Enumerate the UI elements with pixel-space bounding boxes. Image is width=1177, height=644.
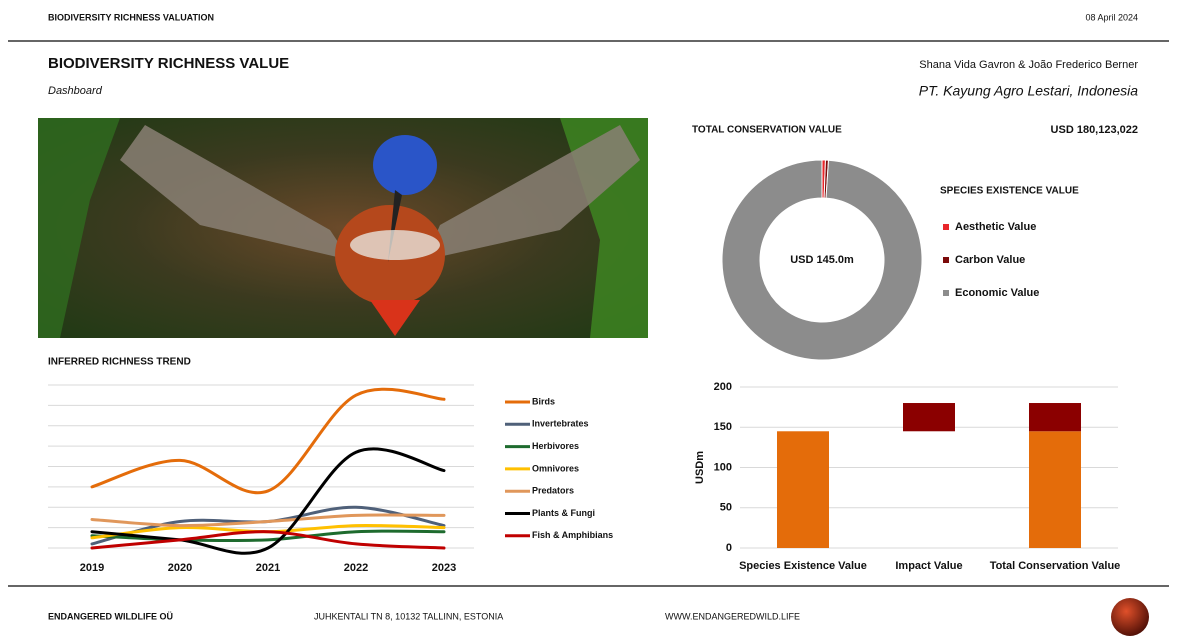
legend-label: Economic Value <box>955 287 1039 299</box>
bar <box>777 431 829 548</box>
x-tick-label: 2022 <box>344 562 368 574</box>
donut-title: SPECIES EXISTENCE VALUE <box>940 186 1079 197</box>
page-title: BIODIVERSITY RICHNESS VALUE <box>48 55 289 72</box>
company: PT. Kayung Agro Lestari, Indonesia <box>919 83 1138 99</box>
logo <box>1111 598 1149 636</box>
donut-slice <box>721 159 923 361</box>
legend-label: Carbon Value <box>955 254 1025 266</box>
x-tick-label: 2021 <box>256 562 280 574</box>
footer-company: ENDANGERED WILDLIFE OÜ <box>48 611 173 621</box>
footer-website: WWW.ENDANGEREDWILD.LIFE <box>665 611 800 621</box>
legend-label: Birds <box>532 396 555 406</box>
authors: Shana Vida Gavron & João Frederico Berne… <box>919 59 1138 71</box>
bar <box>1029 403 1081 432</box>
legend-swatch <box>943 224 949 230</box>
trend-line <box>90 529 446 543</box>
x-tick-label: 2019 <box>80 562 104 574</box>
y-tick-label: 200 <box>714 381 732 393</box>
x-tick-label: 2020 <box>168 562 192 574</box>
bar <box>1029 431 1081 548</box>
y-tick-label: 150 <box>714 421 732 433</box>
hero-image <box>38 118 648 338</box>
y-axis-label: USDm <box>694 451 706 484</box>
bar <box>903 403 955 432</box>
header-left: BIODIVERSITY RICHNESS VALUATION <box>48 12 214 22</box>
donut-center-label: USD 145.0m <box>790 254 854 266</box>
legend-label: Plants & Fungi <box>532 508 595 518</box>
footer-address: JUHKENTALI TN 8, 10132 TALLINN, ESTONIA <box>314 611 503 621</box>
header-date: 08 April 2024 <box>1085 12 1138 22</box>
total-value: USD 180,123,022 <box>1051 124 1138 136</box>
trend-line <box>90 387 446 495</box>
legend-label: Fish & Amphibians <box>532 530 613 540</box>
y-tick-label: 50 <box>720 502 732 514</box>
x-tick-label: Total Conservation Value <box>990 560 1121 572</box>
total-label: TOTAL CONSERVATION VALUE <box>692 125 842 136</box>
trend-line <box>90 530 446 550</box>
y-tick-label: 100 <box>714 461 732 473</box>
subtitle: Dashboard <box>48 85 103 97</box>
legend-label: Omnivores <box>532 463 579 473</box>
trend-line <box>90 513 446 528</box>
y-tick-label: 0 <box>726 542 732 554</box>
x-tick-label: Species Existence Value <box>739 560 867 572</box>
legend-label: Herbivores <box>532 441 579 451</box>
legend-label: Predators <box>532 486 574 496</box>
legend-label: Aesthetic Value <box>955 221 1036 233</box>
chart-title: INFERRED RICHNESS TREND <box>48 357 191 368</box>
x-tick-label: Impact Value <box>895 560 962 572</box>
legend-label: Invertebrates <box>532 419 589 429</box>
trend-line <box>90 447 446 555</box>
legend-swatch <box>943 290 949 296</box>
x-tick-label: 2023 <box>432 562 456 574</box>
legend-swatch <box>943 257 949 263</box>
